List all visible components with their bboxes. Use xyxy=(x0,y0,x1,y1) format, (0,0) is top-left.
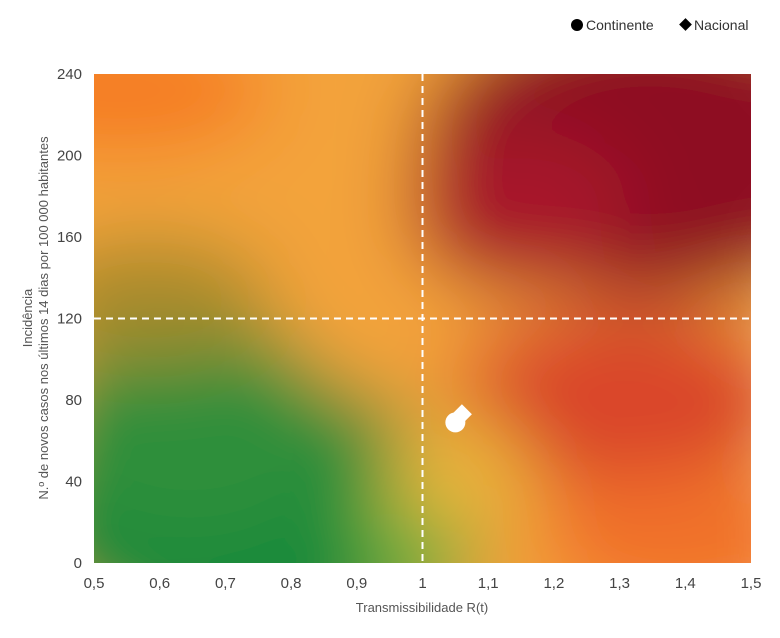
x-tick-label: 1,2 xyxy=(543,575,564,592)
x-tick-label: 0,5 xyxy=(84,575,105,592)
y-axis-ticks: 0 40 80 120 160 200 240 xyxy=(57,66,82,572)
legend-label-continente: Continente xyxy=(586,17,654,33)
x-tick-label: 0,6 xyxy=(149,575,170,592)
legend-label-nacional: Nacional xyxy=(694,17,748,33)
legend-marker-continente xyxy=(571,19,583,31)
y-axis-title-line2: N.º de novos casos nos últimos 14 dias p… xyxy=(36,136,51,500)
legend-marker-nacional xyxy=(679,18,692,31)
y-tick-label: 240 xyxy=(57,66,82,83)
y-tick-label: 200 xyxy=(57,148,82,165)
x-tick-label: 0,7 xyxy=(215,575,236,592)
x-tick-label: 0,9 xyxy=(346,575,367,592)
x-tick-label: 1,4 xyxy=(675,575,696,592)
x-axis-ticks: 0,5 0,6 0,7 0,8 0,9 1 1,1 1,2 1,3 1,4 1,5 xyxy=(84,575,762,592)
x-tick-label: 1,1 xyxy=(478,575,499,592)
y-tick-label: 0 xyxy=(74,555,82,572)
y-tick-label: 40 xyxy=(65,474,82,491)
y-axis-title-line1: Incidência xyxy=(20,288,35,347)
reference-lines xyxy=(94,74,751,563)
x-tick-label: 0,8 xyxy=(281,575,302,592)
point-nacional xyxy=(451,404,472,425)
data-points xyxy=(445,404,472,433)
legend: Continente Nacional xyxy=(571,17,748,33)
x-axis-title: Transmissibilidade R(t) xyxy=(356,600,488,615)
y-tick-label: 120 xyxy=(57,311,82,328)
y-tick-label: 80 xyxy=(65,392,82,409)
y-tick-label: 160 xyxy=(57,229,82,246)
x-tick-label: 1,5 xyxy=(741,575,762,592)
x-tick-label: 1 xyxy=(418,575,426,592)
x-tick-label: 1,3 xyxy=(609,575,630,592)
